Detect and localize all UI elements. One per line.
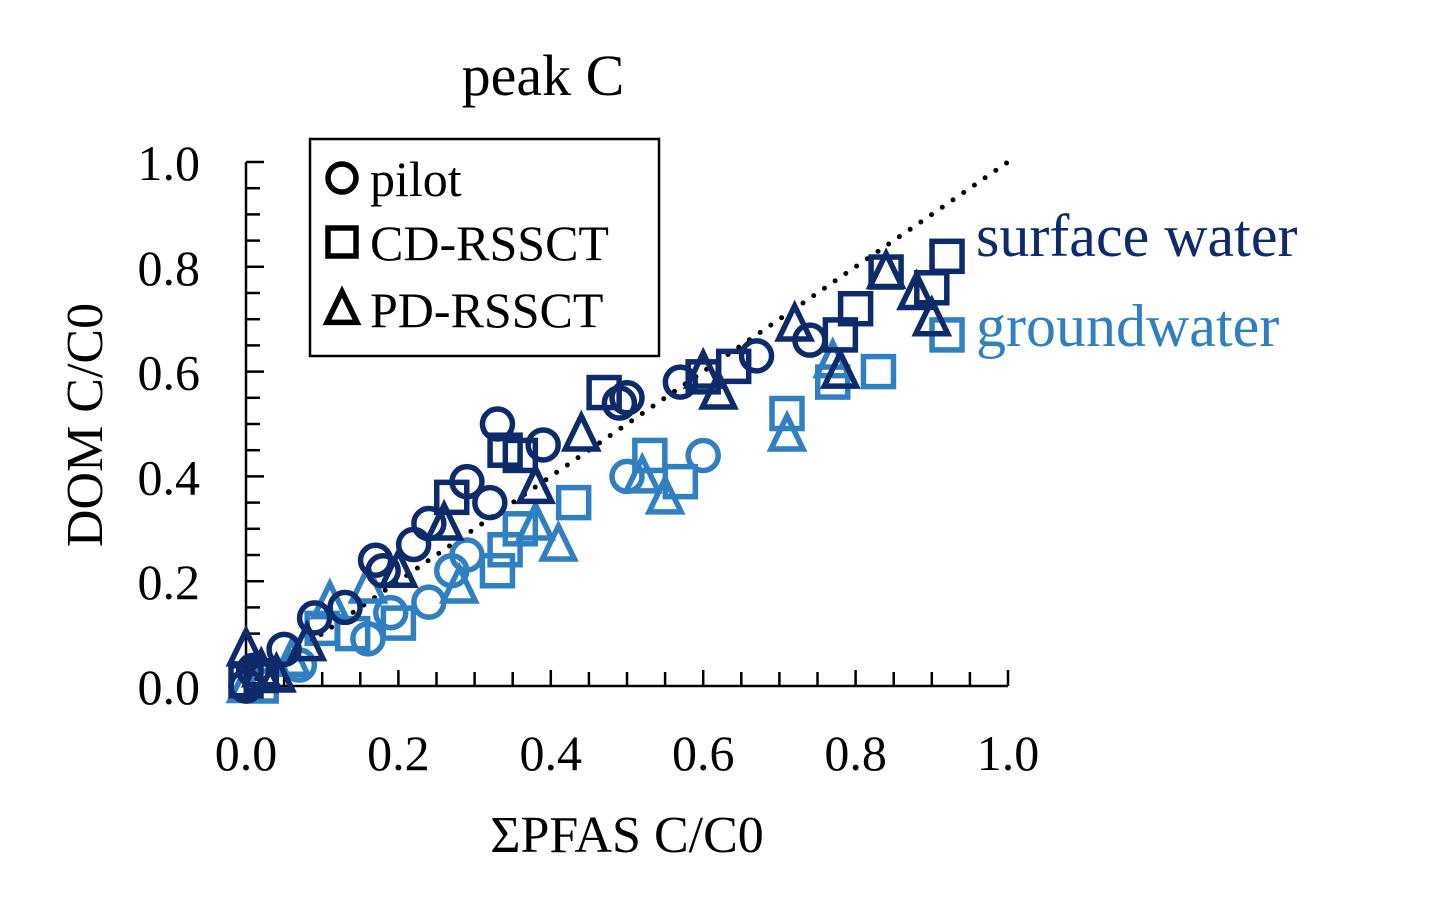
data-point-circle [327,589,363,626]
data-point-triangle [819,346,861,389]
annotation-label: groundwater [976,293,1279,359]
legend-label: CD-RSSCT [370,215,609,271]
data-point-triangle [256,650,297,693]
data-point-square [586,374,622,411]
data-point-circle [609,380,645,416]
legend-label: pilot [370,151,462,207]
data-point-circle [472,484,508,521]
data-point-circle [685,437,721,474]
y-tick-label: 0.4 [138,449,201,505]
data-point-triangle [644,472,686,515]
data-point-triangle [911,294,953,337]
data-point-square [769,395,805,432]
legend-label: PD-RSSCT [370,282,603,338]
legend-marker-triangle [322,285,362,326]
x-tick-label: 1.0 [977,725,1040,781]
data-point-circle [479,406,516,442]
y-tick-label: 1.0 [138,135,201,191]
data-point-triangle [766,409,808,452]
data-point-square [837,290,874,327]
x-tick-label: 0.0 [215,725,278,781]
legend-marker-circle [325,161,359,195]
y-tick-label: 0.0 [138,659,201,715]
data-point-triangle [515,498,556,541]
data-point-circle [411,584,447,620]
x-tick-label: 0.2 [367,725,430,781]
data-point-square [860,353,897,390]
legend-marker-square [325,225,359,259]
y-axis-label: DOM C/C0 [57,303,114,547]
data-point-triangle [438,561,480,604]
data-point-triangle [423,498,465,541]
ticks-layer: 0.0 0.2 0.4 0.6 0.8 1.0 0.0 0.2 0.4 0.6 0.8 1.0 [138,135,1040,781]
data-point-circle [296,600,333,636]
legend-box [308,137,661,358]
data-point-square [929,238,965,275]
data-point-triangle [538,519,579,562]
data-point-square [479,552,516,589]
data-point-circle [266,631,302,668]
data-point-triangle [560,409,602,452]
legend-entries: pilot CD-RSSCT PD-RSSCT [322,151,609,338]
data-point-square [433,479,470,516]
data-point-triangle [621,451,663,494]
annotation-label: surface water [976,203,1297,269]
data-point-triangle [225,624,267,667]
x-tick-label: 0.8 [824,725,887,781]
y-tick-label: 0.6 [138,345,201,401]
chart-title: peak C [462,43,625,108]
x-axis-label: ΣPFAS C/C0 [490,807,764,864]
y-tick-label: 0.2 [138,554,201,610]
x-tick-label: 0.4 [520,725,583,781]
data-point-triangle [896,268,937,311]
data-point-circle [373,594,409,631]
y-tick-label: 0.8 [138,240,201,296]
data-point-square [502,437,539,474]
data-point-circle [738,338,775,374]
data-point-triangle [682,346,724,389]
data-point-triangle [378,545,419,588]
series-group [225,238,965,704]
legend: pilot CD-RSSCT PD-RSSCT [308,137,661,358]
data-point-square [502,511,539,547]
data-point-square [715,348,752,385]
annotations: surface water groundwater [976,203,1297,359]
x-tick-label: 0.6 [672,725,735,781]
data-point-triangle [286,619,328,662]
data-point-triangle [515,462,556,505]
data-point-triangle [774,299,816,342]
data-points-layer [225,238,965,704]
data-point-circle [395,526,432,563]
data-point-triangle [698,367,739,410]
data-point-square [380,605,417,641]
data-point-circle [662,364,699,400]
data-point-triangle [865,247,907,290]
data-point-square [555,484,592,521]
data-point-circle [525,427,561,463]
